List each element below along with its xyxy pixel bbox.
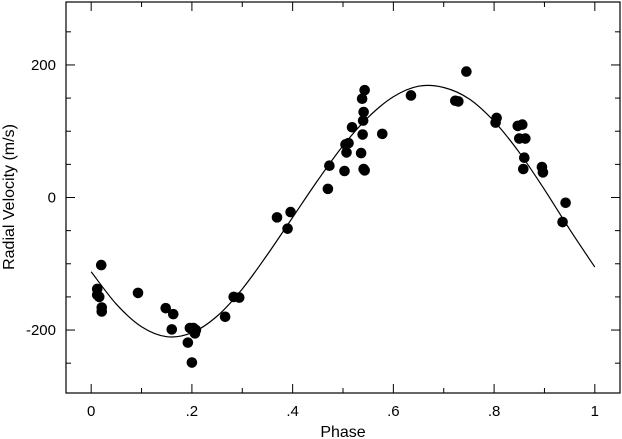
data-point bbox=[520, 133, 531, 144]
data-point bbox=[190, 324, 202, 336]
x-tick-label: .2 bbox=[186, 403, 199, 420]
data-point bbox=[357, 129, 368, 140]
x-tick-label: 1 bbox=[591, 403, 599, 420]
data-point bbox=[160, 302, 172, 314]
data-point bbox=[516, 119, 528, 130]
y-tick-label: 0 bbox=[48, 190, 56, 207]
data-point bbox=[357, 115, 369, 126]
y-axis-title: Radial Velocity (m/s) bbox=[1, 124, 18, 270]
y-tick-label: -200 bbox=[26, 322, 56, 339]
data-point bbox=[219, 311, 231, 323]
data-point bbox=[166, 324, 178, 335]
data-point bbox=[271, 212, 283, 223]
data-point bbox=[341, 147, 352, 158]
data-point bbox=[182, 337, 194, 348]
x-axis-title: Phase bbox=[320, 424, 365, 439]
data-point bbox=[461, 66, 472, 77]
data-point bbox=[233, 292, 245, 303]
data-point bbox=[96, 306, 108, 317]
x-tick-label: .8 bbox=[488, 403, 501, 420]
data-point bbox=[355, 147, 367, 159]
data-point bbox=[557, 216, 568, 228]
data-point bbox=[132, 287, 144, 299]
x-tick-label: .6 bbox=[387, 403, 400, 420]
data-point bbox=[491, 112, 502, 124]
data-point bbox=[339, 165, 350, 177]
data-point bbox=[519, 152, 530, 164]
data-point bbox=[285, 206, 296, 218]
data-point bbox=[93, 291, 105, 303]
plot-frame bbox=[65, 1, 621, 394]
data-point bbox=[405, 90, 417, 101]
data-point bbox=[343, 137, 354, 149]
data-point bbox=[167, 308, 179, 320]
data-point bbox=[376, 128, 388, 140]
data-point bbox=[359, 165, 370, 176]
data-points bbox=[91, 66, 571, 368]
data-point bbox=[453, 96, 464, 107]
data-point bbox=[282, 223, 293, 234]
y-tick-label: 200 bbox=[31, 57, 56, 74]
data-point bbox=[346, 121, 358, 133]
data-point bbox=[322, 183, 334, 195]
tick-labels: 0 .2 .4 .6 .8 1 -200 0 200 bbox=[26, 57, 599, 420]
x-tick-label: 0 bbox=[87, 403, 95, 420]
data-point bbox=[358, 106, 369, 118]
data-point bbox=[560, 197, 571, 209]
axis-ticks bbox=[66, 2, 620, 393]
data-point bbox=[537, 167, 549, 178]
data-point bbox=[518, 163, 529, 175]
data-point bbox=[359, 84, 370, 96]
data-point bbox=[356, 93, 368, 105]
data-point bbox=[324, 160, 335, 171]
data-point bbox=[95, 259, 107, 271]
data-point bbox=[186, 357, 198, 368]
x-tick-label: .4 bbox=[286, 403, 299, 420]
